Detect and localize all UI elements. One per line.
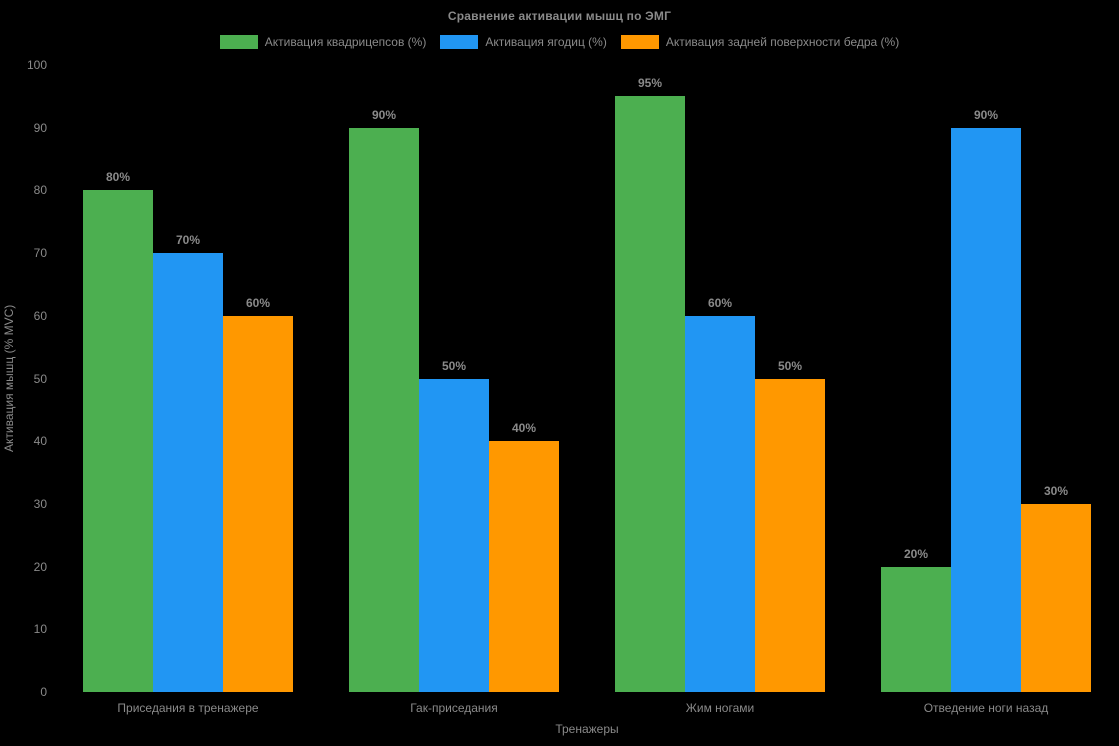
bar	[489, 441, 559, 692]
bar	[349, 127, 419, 692]
bar-value-label: 30%	[1043, 483, 1069, 498]
y-tick-label: 20	[33, 559, 47, 574]
bar-value-label: 70%	[175, 233, 201, 248]
bar	[881, 566, 951, 692]
y-tick-label: 100	[26, 58, 47, 72]
legend-label: Активация ягодиц (%)	[485, 35, 607, 49]
y-tick-label: 80	[33, 183, 47, 198]
bar	[419, 378, 489, 692]
x-axis-title: Тренажеры	[555, 722, 619, 736]
bar-value-label: 90%	[371, 107, 397, 122]
bar-value-label: 95%	[637, 76, 663, 91]
x-axis-category-labels: Приседания в тренажере Гак-приседания Жим …	[55, 701, 1119, 717]
y-tick-label: 50	[33, 371, 47, 386]
legend-label: Активация квадрицепсов (%)	[264, 35, 427, 49]
bar	[615, 96, 685, 692]
y-tick-label: 0	[40, 685, 47, 699]
y-tick-label: 70	[33, 246, 47, 261]
legend-swatch-icon	[620, 35, 659, 49]
bar-value-label: 60%	[245, 295, 271, 310]
bar	[685, 315, 755, 692]
bar-value-label: 50%	[777, 358, 803, 373]
bar-value-label: 40%	[511, 421, 537, 436]
legend: Активация квадрицепсов (%) Активация ягод…	[0, 35, 1119, 49]
bar-value-label: 80%	[105, 170, 131, 185]
bar	[83, 190, 153, 692]
plot-area: 80% 70% 60% 90% 50% 40% 95% 60% 50% 20% 90% 30%	[55, 65, 1119, 692]
bar-value-label: 90%	[973, 107, 999, 122]
x-category-label: Жим ногами	[685, 701, 755, 715]
bar	[153, 253, 223, 692]
legend-item-2: Активация задней поверхности бедра (%)	[620, 35, 900, 49]
y-tick-label: 30	[33, 496, 47, 511]
x-category-label: Гак-приседания	[410, 701, 498, 715]
legend-item-0: Активация квадрицепсов (%)	[219, 35, 427, 49]
bar	[1021, 503, 1091, 692]
bar	[951, 127, 1021, 692]
y-tick-label: 60	[33, 308, 47, 323]
legend-swatch-icon	[440, 35, 479, 49]
y-tick-label: 10	[33, 622, 47, 637]
x-category-label: Отведение ноги назад	[923, 701, 1049, 715]
legend-item-1: Активация ягодиц (%)	[440, 35, 607, 49]
bar-value-label: 60%	[707, 295, 733, 310]
y-axis-tick-labels: 0 10 20 30 40 50 60 70 80 90 100	[0, 58, 47, 699]
legend-swatch-icon	[219, 35, 258, 49]
bar	[223, 315, 293, 692]
bar-value-label: 20%	[903, 546, 929, 561]
chart-title: Сравнение активации мышц по ЭМГ	[447, 9, 672, 23]
bar-value-label: 50%	[441, 358, 467, 373]
y-tick-label: 90	[33, 120, 47, 135]
legend-label: Активация задней поверхности бедра (%)	[665, 35, 900, 49]
bar	[755, 378, 825, 692]
x-category-label: Приседания в тренажере	[117, 701, 259, 715]
y-tick-label: 40	[33, 434, 47, 449]
